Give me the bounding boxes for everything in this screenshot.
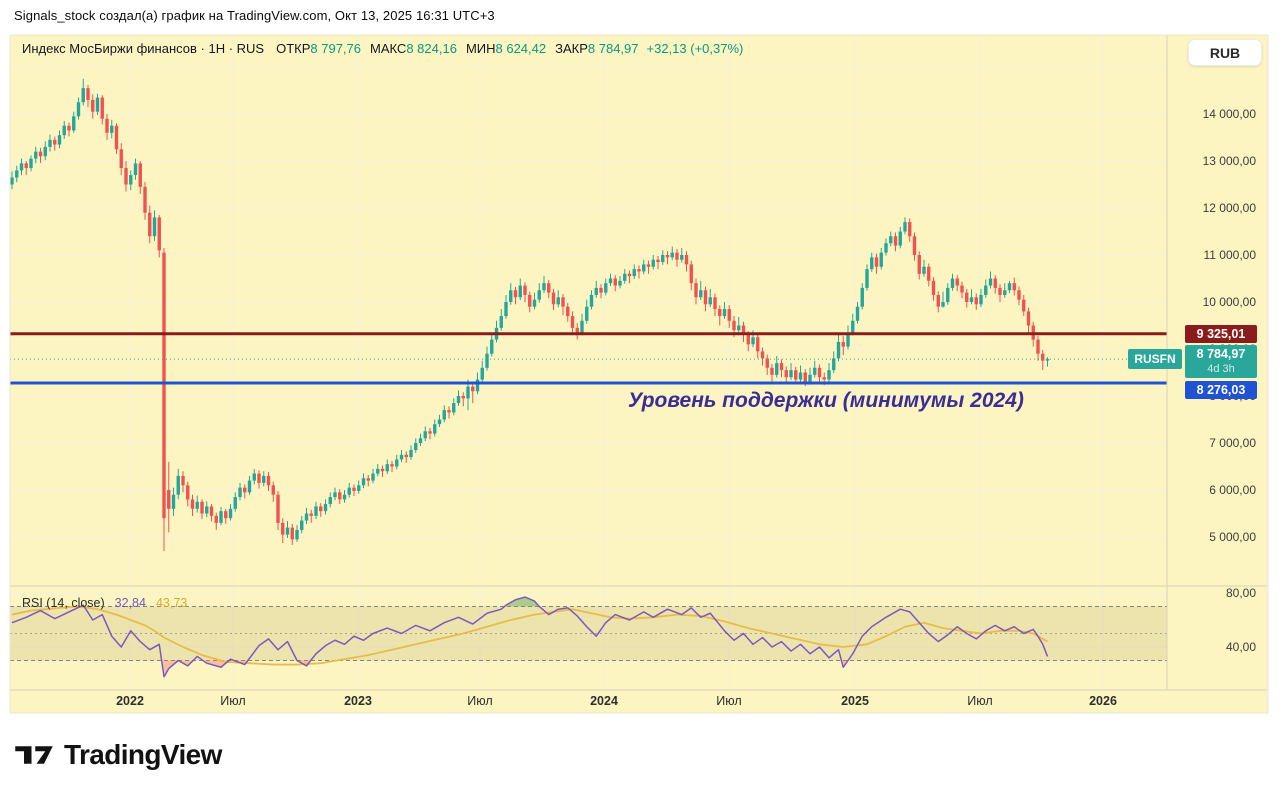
chart-background bbox=[10, 35, 1268, 713]
change-value: +32,13 (+0,37%) bbox=[646, 41, 744, 56]
price-axis-label: 14 000,00 bbox=[1202, 107, 1256, 121]
price-axis-label: 7 000,00 bbox=[1209, 436, 1256, 450]
current-price-badge: 8 784,97 4d 3h bbox=[1185, 345, 1257, 378]
symbol-title: Индекс МосБиржи финансов · 1Н · RUS bbox=[22, 41, 265, 56]
currency-button[interactable]: RUB bbox=[1188, 39, 1262, 66]
time-axis-label: 2026 bbox=[1089, 694, 1117, 708]
time-axis-label: 2024 bbox=[590, 694, 618, 708]
price-axis-label: 12 000,00 bbox=[1202, 201, 1256, 215]
ohlc-pair: МАКС8 824,16 bbox=[370, 41, 457, 56]
time-axis-label: Июл bbox=[967, 694, 993, 708]
tradingview-wordmark: TradingView bbox=[64, 739, 222, 770]
rsi-ma-value: 43,73 bbox=[155, 596, 188, 610]
resistance-price-badge: 9 325,01 bbox=[1185, 325, 1257, 343]
rsi-axis-label: 80,00 bbox=[1225, 586, 1256, 600]
time-axis[interactable]: 2022 Июл 2023 Июл 2024 Июл 2025 Июл 2026 bbox=[10, 690, 1167, 713]
tradingview-logo-icon bbox=[15, 746, 53, 764]
price-axis-label: 13 000,00 bbox=[1202, 154, 1256, 168]
support-price-badge: 8 276,03 bbox=[1185, 381, 1257, 399]
ticker-label: RUSFN bbox=[1128, 349, 1182, 369]
price-axis-label: 11 000,00 bbox=[1203, 248, 1257, 262]
support-annotation[interactable]: Уровень поддержки (минимумы 2024) bbox=[628, 389, 1024, 412]
ohlc-pair: ОТКР8 797,76 bbox=[276, 41, 361, 56]
price-axis-label: 6 000,00 bbox=[1209, 483, 1256, 497]
tradingview-logo: TradingView bbox=[14, 738, 222, 772]
price-axis-label: 5 000,00 bbox=[1209, 530, 1256, 544]
time-axis-label: Июл bbox=[716, 694, 742, 708]
rsi-legend: RSI (14, close) 32,84 43,73 bbox=[22, 596, 187, 610]
attribution-text: Signals_stock создал(а) график на Tradin… bbox=[14, 8, 495, 23]
current-price-value: 8 784,97 bbox=[1196, 347, 1246, 361]
time-axis-label: 2023 bbox=[344, 694, 372, 708]
bar-countdown: 4d 3h bbox=[1207, 363, 1235, 375]
price-axis-label: 10 000,00 bbox=[1202, 295, 1256, 309]
time-axis-label: 2025 bbox=[841, 694, 869, 708]
ohlc-pair: ЗАКР8 784,97 bbox=[555, 41, 639, 56]
ohlc-values: ОТКР8 797,76 МАКС8 824,16 МИН8 624,42 ЗАКР8… bbox=[276, 41, 638, 56]
rsi-value: 32,84 bbox=[114, 596, 146, 610]
rsi-title: RSI (14, close) bbox=[22, 596, 105, 610]
rsi-axis-label: 40,00 bbox=[1225, 640, 1256, 654]
time-axis-label: Июл bbox=[467, 694, 493, 708]
ohlc-pair: МИН8 624,42 bbox=[465, 41, 547, 56]
time-axis-label: 2022 bbox=[116, 694, 144, 708]
time-axis-label: Июл bbox=[220, 694, 246, 708]
chart-legend: Индекс МосБиржи финансов · 1Н · RUS ОТКР… bbox=[22, 41, 743, 56]
